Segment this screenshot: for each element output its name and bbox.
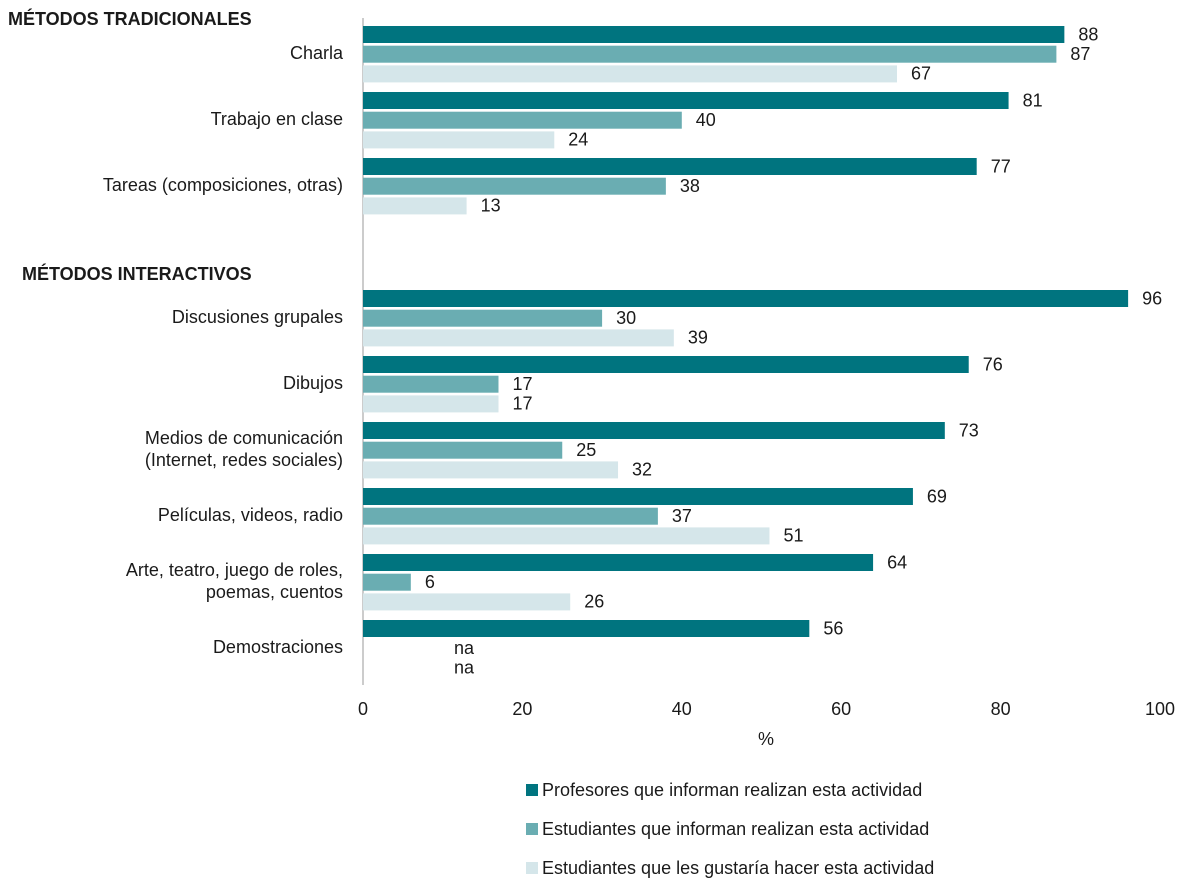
x-tick-label: 100: [1145, 699, 1175, 719]
bar: [363, 45, 1057, 63]
legend-label: Estudiantes que informan realizan esta a…: [542, 819, 929, 839]
bar: [363, 441, 563, 459]
value-label: na: [454, 638, 475, 658]
bar: [363, 290, 1129, 307]
legend-label: Profesores que informan realizan esta ac…: [542, 780, 922, 800]
bar: [363, 26, 1065, 43]
bar: [363, 573, 411, 591]
x-tick-label: 20: [512, 699, 532, 719]
value-label: 88: [1078, 24, 1098, 44]
bar: [363, 309, 603, 327]
bar: [363, 620, 810, 637]
bar: [363, 488, 913, 505]
bar: [363, 395, 499, 413]
category-label: Tareas (composiciones, otras): [103, 175, 343, 195]
bar: [363, 593, 571, 611]
x-tick-label: 40: [672, 699, 692, 719]
category-label: Arte, teatro, juego de roles, poemas, cue…: [126, 560, 343, 602]
legend-swatch: [526, 823, 538, 835]
x-tick-label: 80: [991, 699, 1011, 719]
value-label: 17: [512, 374, 532, 394]
bar: [363, 422, 945, 439]
value-label: 56: [823, 618, 843, 638]
bar: [363, 375, 499, 393]
value-label: 13: [481, 196, 501, 216]
category-label: Películas, videos, radio: [158, 505, 343, 525]
bar: [363, 197, 467, 215]
bar: [363, 131, 555, 149]
value-label: 77: [991, 156, 1011, 176]
value-label: 73: [959, 420, 979, 440]
value-label: 64: [887, 552, 907, 572]
value-label: 69: [927, 486, 947, 506]
bar: [363, 461, 619, 479]
category-label: Demostraciones: [213, 637, 343, 657]
x-axis-label: %: [758, 729, 774, 749]
value-label: 6: [425, 572, 435, 592]
bar: [363, 158, 977, 175]
bar: [363, 111, 682, 129]
value-label: 39: [688, 328, 708, 348]
value-label: 51: [783, 526, 803, 546]
x-tick-label: 60: [831, 699, 851, 719]
bar: [363, 356, 969, 373]
category-label: Dibujos: [283, 373, 343, 393]
x-tick-label: 0: [358, 699, 368, 719]
value-label: 30: [616, 308, 636, 328]
bar: [363, 527, 770, 545]
value-label: 87: [1070, 44, 1090, 64]
value-label: 96: [1142, 288, 1162, 308]
legend-label: Estudiantes que les gustaría hacer esta …: [542, 858, 934, 878]
bar: [363, 329, 674, 347]
bar: [363, 507, 658, 525]
value-label: 67: [911, 64, 931, 84]
legend-swatch: [526, 862, 538, 874]
value-label: 81: [1023, 90, 1043, 110]
category-label: Trabajo en clase: [211, 109, 343, 129]
group-title: MÉTODOS INTERACTIVOS: [22, 263, 252, 284]
legend-swatch: [526, 784, 538, 796]
value-label: 32: [632, 460, 652, 480]
value-label: 26: [584, 592, 604, 612]
value-label: 40: [696, 110, 716, 130]
value-label: 17: [512, 394, 532, 414]
value-label: 24: [568, 130, 588, 150]
bar: [363, 92, 1009, 109]
value-label: 38: [680, 176, 700, 196]
bar: [363, 554, 874, 571]
category-label: Charla: [290, 43, 344, 63]
category-label: Medios de comunicación (Internet, redes s…: [145, 428, 343, 470]
bar: [363, 65, 897, 83]
value-label: 76: [983, 354, 1003, 374]
value-label: 25: [576, 440, 596, 460]
value-label: na: [454, 658, 475, 678]
category-label: Discusiones grupales: [172, 307, 343, 327]
bar: [363, 177, 666, 195]
group-title: MÉTODOS TRADICIONALES: [8, 8, 252, 29]
value-label: 37: [672, 506, 692, 526]
